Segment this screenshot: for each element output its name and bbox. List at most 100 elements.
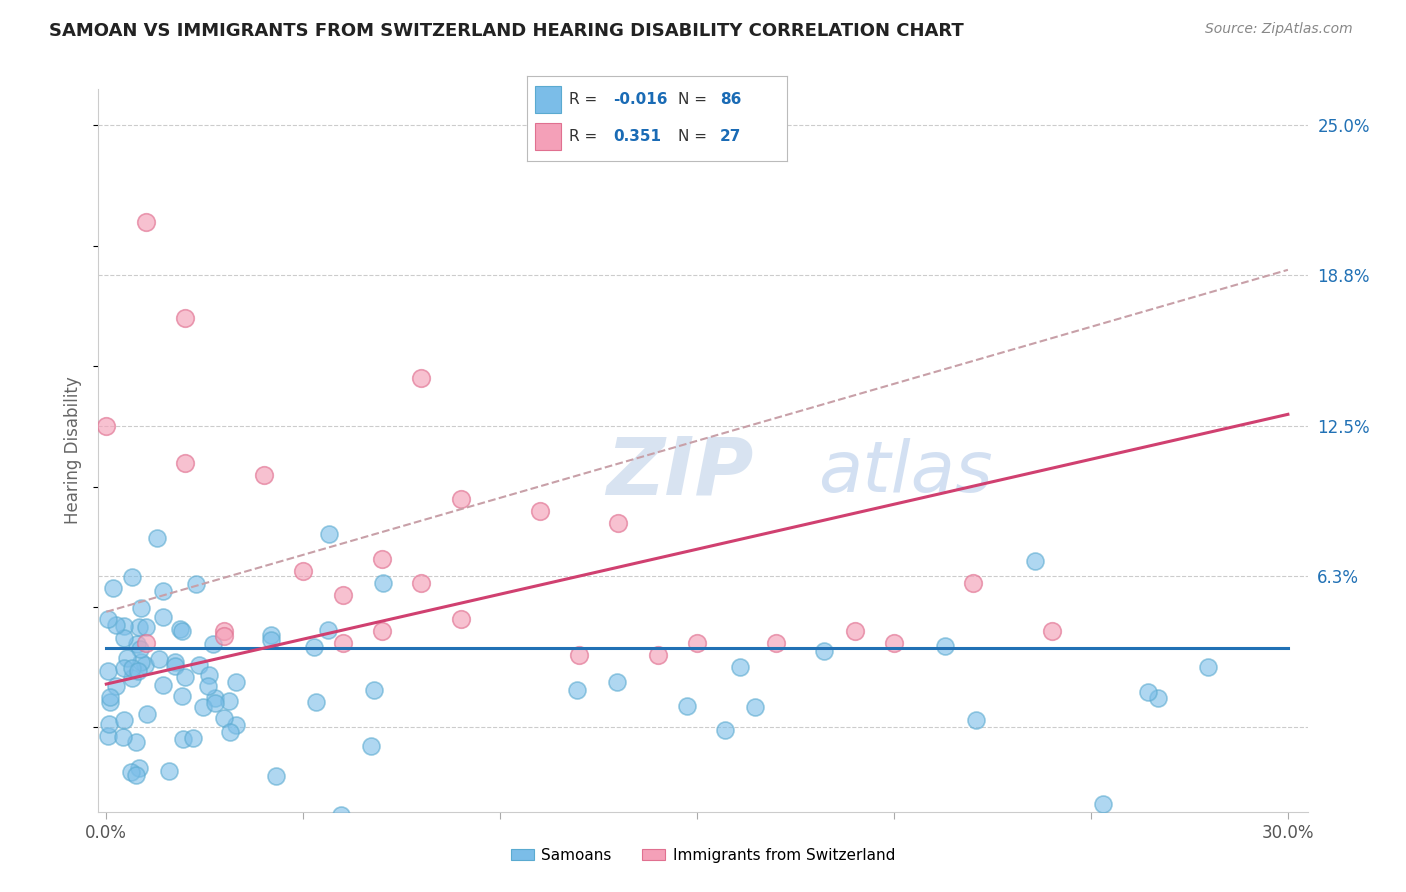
Point [332, 636, 354, 650]
Point [744, 700, 766, 714]
Point [96, 419, 118, 434]
Point [170, 689, 193, 703]
Point [184, 576, 207, 591]
Point [813, 644, 835, 658]
Bar [536, 86, 561, 113]
Text: SAMOAN VS IMMIGRANTS FROM SWITZERLAND HEARING DISABILITY CORRELATION CHART: SAMOAN VS IMMIGRANTS FROM SWITZERLAND HE… [49, 22, 965, 40]
Text: R =: R = [569, 92, 598, 107]
Point [121, 661, 143, 675]
Point [304, 695, 326, 709]
Point [360, 739, 382, 753]
Point [198, 668, 221, 682]
Point [97, 664, 120, 678]
Point [205, 872, 228, 887]
Point [371, 624, 394, 639]
Bar [536, 123, 561, 151]
Point [125, 768, 148, 782]
Point [127, 664, 149, 678]
Point [1040, 624, 1063, 639]
Point [607, 516, 630, 530]
Point [174, 455, 197, 469]
Point [197, 679, 219, 693]
Point [529, 503, 551, 517]
Point [129, 601, 152, 615]
Point [714, 723, 737, 738]
Point [100, 695, 122, 709]
Point [214, 624, 236, 639]
Point [686, 636, 709, 650]
Point [304, 640, 326, 655]
Point [1197, 660, 1219, 674]
Point [98, 690, 121, 705]
Point [104, 680, 127, 694]
Text: N =: N = [678, 92, 707, 107]
Point [157, 764, 180, 778]
Point [135, 636, 157, 650]
Point [318, 526, 340, 541]
Point [204, 690, 226, 705]
Point [225, 718, 247, 732]
Point [260, 632, 283, 647]
Point [934, 639, 956, 653]
Point [97, 729, 120, 743]
Point [101, 581, 124, 595]
Point [450, 491, 472, 506]
Text: R =: R = [569, 129, 598, 145]
Point [165, 659, 187, 673]
Point [567, 683, 589, 698]
Point [169, 622, 191, 636]
Point [883, 636, 905, 650]
Point [115, 650, 138, 665]
Point [411, 576, 433, 591]
Point [134, 657, 156, 672]
Point [596, 834, 619, 848]
Point [112, 631, 135, 645]
Point [647, 648, 669, 662]
Point [214, 629, 236, 643]
Point [105, 618, 128, 632]
Point [152, 610, 174, 624]
Text: 86: 86 [720, 92, 741, 107]
Text: 0.351: 0.351 [613, 129, 661, 145]
Point [97, 717, 120, 731]
Point [253, 467, 276, 482]
Point [260, 628, 283, 642]
Point [112, 714, 135, 728]
Point [292, 564, 315, 578]
Text: Source: ZipAtlas.com: Source: ZipAtlas.com [1205, 22, 1353, 37]
Point [121, 672, 143, 686]
Point [728, 660, 751, 674]
Point [212, 711, 235, 725]
Point [225, 674, 247, 689]
Point [135, 707, 157, 722]
Text: -0.016: -0.016 [613, 92, 668, 107]
Point [181, 731, 204, 745]
Point [128, 620, 150, 634]
Point [120, 765, 142, 780]
Point [193, 699, 215, 714]
Point [568, 648, 591, 662]
Point [125, 637, 148, 651]
Point [172, 732, 194, 747]
Point [1147, 690, 1170, 705]
Point [112, 661, 135, 675]
Text: ZIP: ZIP [606, 434, 754, 511]
Point [330, 808, 353, 822]
Point [148, 652, 170, 666]
Point [125, 735, 148, 749]
Point [332, 588, 354, 602]
Point [152, 678, 174, 692]
Point [97, 612, 120, 626]
Point [172, 624, 194, 639]
Point [316, 624, 339, 638]
Point [111, 731, 134, 745]
Point [1137, 685, 1160, 699]
Point [219, 724, 242, 739]
Point [425, 855, 447, 869]
Point [363, 683, 385, 698]
Text: atlas: atlas [818, 438, 993, 507]
Point [146, 532, 169, 546]
Point [174, 310, 197, 325]
Point [134, 620, 156, 634]
Point [135, 215, 157, 229]
